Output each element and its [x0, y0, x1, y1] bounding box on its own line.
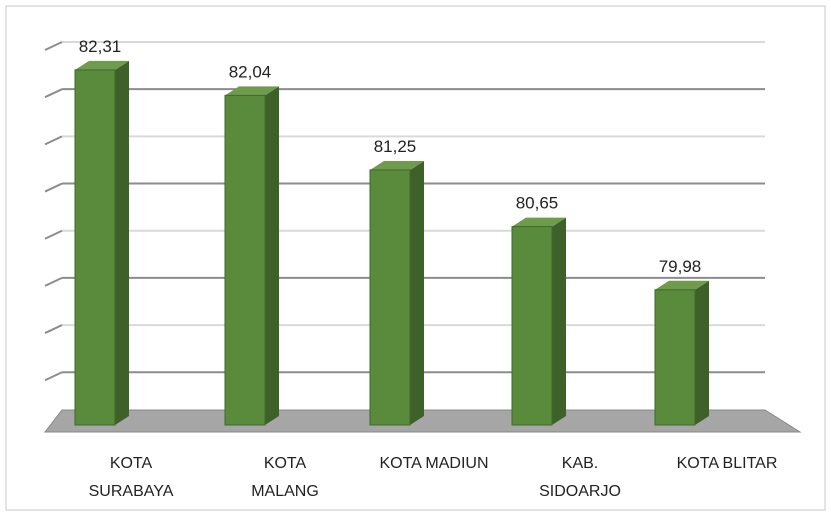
- value-label: 82,31: [79, 37, 122, 56]
- x-tick-label: KOTA SURABAYA: [88, 455, 174, 500]
- bar-side: [552, 217, 566, 425]
- value-label: 79,98: [659, 257, 702, 276]
- grid-tick: [44, 182, 63, 193]
- grid-tick: [44, 41, 63, 51]
- bar-top: [655, 280, 709, 290]
- value-label: 80,65: [516, 194, 559, 213]
- bar: [511, 226, 553, 426]
- bar-side: [695, 280, 709, 425]
- x-tick-label: KOTA BLITAR: [676, 455, 778, 472]
- bar-side: [265, 86, 279, 426]
- grid-tick: [44, 135, 63, 146]
- bar-top: [370, 160, 424, 170]
- bar: [654, 289, 696, 426]
- x-tick-label: KAB. SIDOARJO: [539, 455, 621, 500]
- grid-tick: [44, 371, 63, 382]
- grid-tick: [44, 276, 63, 287]
- bar-top: [225, 86, 279, 96]
- bar-top: [512, 217, 566, 227]
- grid-tick: [44, 229, 63, 240]
- bar-top: [75, 60, 129, 70]
- value-label: 82,04: [229, 62, 272, 81]
- grid-tick: [44, 324, 63, 334]
- frame: [5, 5, 826, 511]
- bar: [74, 69, 116, 426]
- bar: [224, 94, 266, 426]
- bar-side: [410, 160, 424, 425]
- grid-tick: [44, 88, 63, 99]
- bar: [369, 169, 411, 426]
- x-tick-label: KOTA MADIUN: [379, 455, 489, 472]
- bar-side: [115, 60, 129, 426]
- value-label: 81,25: [374, 137, 417, 156]
- x-tick-label: KOTA MALANG: [251, 455, 319, 500]
